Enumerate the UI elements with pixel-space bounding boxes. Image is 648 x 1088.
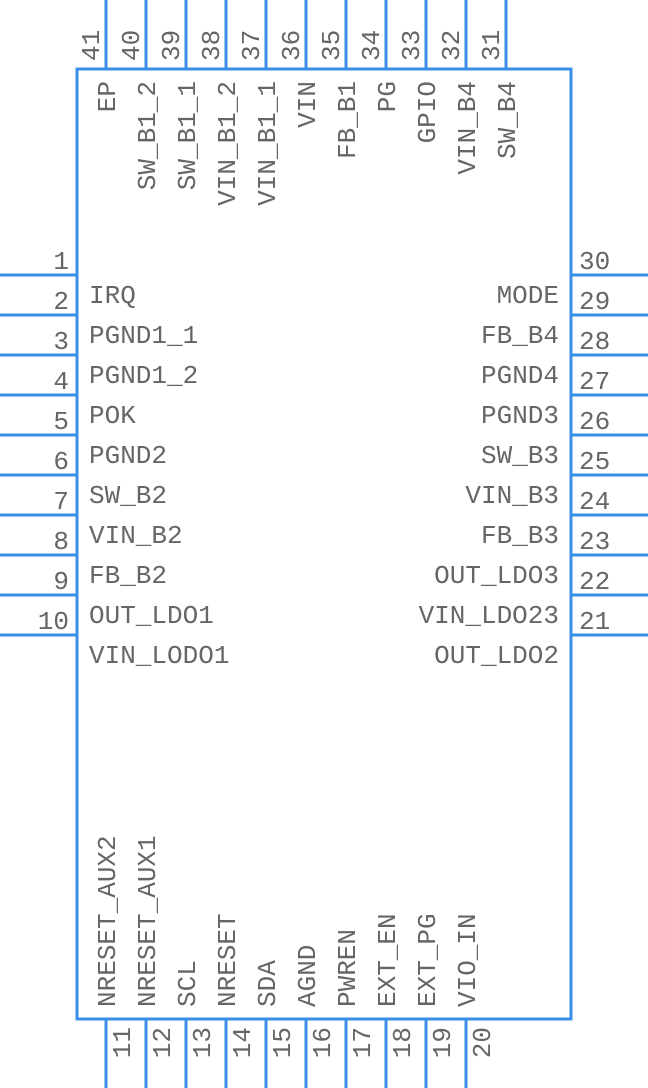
pin-number: 16 [308,1027,338,1058]
pin-number: 3 [53,327,69,357]
pin-number: 24 [579,487,610,517]
pin-number: 18 [388,1027,418,1058]
pin-number: 10 [38,607,69,637]
pin-label: FB_B2 [89,561,167,591]
pin-number: 40 [117,30,147,61]
pin-label: VIN_B3 [465,481,559,511]
pin-label: GPIO [413,81,443,143]
pin-number: 12 [148,1027,178,1058]
pin-number: 34 [357,30,387,61]
pin-label: EXT_EN [373,913,403,1007]
pin-label: PWREN [333,929,363,1007]
ic-pinout-diagram: 1 IRQ 2 PGND1_1 3 PGND1_2 4 POK 5 PGND2 6 SW_B2 7 VIN… [0,0,648,1088]
pin-label: NRESET_AUX2 [93,835,123,1007]
pin-number: 1 [53,247,69,277]
pin-number: 26 [579,407,610,437]
pin-label: OUT_LDO1 [89,601,214,631]
pin-label: FB_B1 [333,81,363,159]
pin-label: VIN_B1_2 [213,81,243,206]
pin-label: AGND [293,945,323,1007]
pin-label: NRESET [213,913,243,1007]
pin-label: PGND1_1 [89,321,198,351]
pin-label: NRESET_AUX1 [133,835,163,1007]
pin-label: IRQ [89,281,136,311]
pin-number: 35 [317,30,347,61]
pin-number: 2 [53,287,69,317]
pin-number: 25 [579,447,610,477]
pin-number: 15 [268,1027,298,1058]
pin-number: 37 [237,30,267,61]
pin-number: 28 [579,327,610,357]
pin-number: 29 [579,287,610,317]
pin-label: SW_B2 [89,481,167,511]
pin-label: SW_B4 [493,81,523,159]
pin-number: 14 [228,1027,258,1058]
pin-number: 21 [579,607,610,637]
pin-label: VIN_LODO1 [89,641,229,671]
pin-label: SW_B1_2 [133,81,163,190]
pin-number: 4 [53,367,69,397]
pin-label: VIN_LDO23 [419,601,559,631]
pin-number: 17 [348,1027,378,1058]
pin-label: PGND1_2 [89,361,198,391]
pin-label: PGND3 [481,401,559,431]
pin-label: PGND2 [89,441,167,471]
pin-number: 7 [53,487,69,517]
pin-number: 32 [437,30,467,61]
pin-label: MODE [497,281,559,311]
pin-number: 23 [579,527,610,557]
pin-label: EP [93,81,123,112]
pin-label: POK [89,401,136,431]
pin-number: 27 [579,367,610,397]
pin-number: 6 [53,447,69,477]
pin-label: SW_B1_1 [173,81,203,190]
pin-number: 9 [53,567,69,597]
pin-number: 13 [188,1027,218,1058]
pin-label: FB_B3 [481,521,559,551]
pin-number: 39 [157,30,187,61]
pin-label: VIN_B2 [89,521,183,551]
pin-number: 36 [277,30,307,61]
pin-label: OUT_LDO2 [434,641,559,671]
pin-number: 38 [197,30,227,61]
pin-label: VIO_IN [453,913,483,1007]
pin-number: 30 [579,247,610,277]
pin-label: OUT_LDO3 [434,561,559,591]
pin-label: SCL [173,960,203,1007]
pin-label: EXT_PG [413,913,443,1007]
pin-label: SW_B3 [481,441,559,471]
pin-number: 33 [397,30,427,61]
pin-number: 31 [477,30,507,61]
pin-label: PGND4 [481,361,559,391]
pin-number: 5 [53,407,69,437]
pin-label: FB_B4 [481,321,559,351]
pin-number: 20 [468,1027,498,1058]
pin-label: VIN_B4 [453,81,483,175]
pin-label: VIN [293,81,323,128]
pin-number: 11 [108,1027,138,1058]
pin-label: PG [373,81,403,112]
pin-label: SDA [253,960,283,1007]
pin-number: 41 [77,30,107,61]
pin-number: 19 [428,1027,458,1058]
pin-number: 8 [53,527,69,557]
pin-label: VIN_B1_1 [253,81,283,206]
pin-number: 22 [579,567,610,597]
